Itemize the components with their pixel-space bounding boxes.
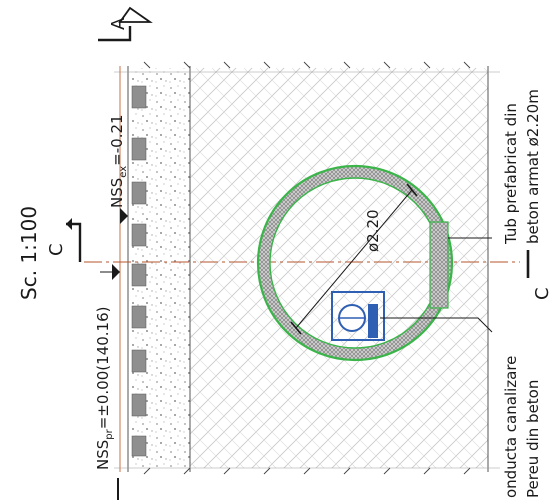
pipe-floor-wall [429, 221, 449, 309]
boundary-ticks [114, 61, 500, 475]
level-existing: NSSex=-0.21 [108, 114, 129, 224]
pipe-label-line1: Tub prefabricat din [502, 103, 520, 245]
pipe-label-line2: beton armat ø2.20m [524, 89, 542, 244]
conduit-label-line2: Pereu din beton [524, 380, 542, 498]
level-finished: NSSpr=±0.00(140.16) [94, 264, 120, 470]
conduit-label-line1: onducta canalizare [502, 356, 520, 498]
scale-label: Sc. 1:100 [17, 206, 41, 300]
leader-conduit [380, 317, 493, 333]
conduit-icon [331, 291, 385, 341]
section-marker-a: A [98, 6, 153, 42]
section-label-c-top: C [46, 243, 67, 256]
section-marker-c-top: C [46, 218, 82, 262]
pipe-outline-outer [256, 164, 454, 362]
diameter-tick-a [290, 321, 302, 335]
diameter-line [295, 189, 413, 329]
diameter-tick-b [406, 183, 418, 197]
svg-text:NSSex=-0.21: NSSex=-0.21 [108, 114, 129, 208]
diameter-label: ø2.20 [364, 209, 382, 252]
svg-text:NSSpr=±0.00(140.16): NSSpr=±0.00(140.16) [94, 307, 115, 470]
section-label-a: A [108, 17, 129, 30]
pavement-blocks [131, 85, 147, 457]
section-marker-c-bottom: C [526, 250, 552, 300]
section-label-c-bottom: C [532, 287, 552, 300]
